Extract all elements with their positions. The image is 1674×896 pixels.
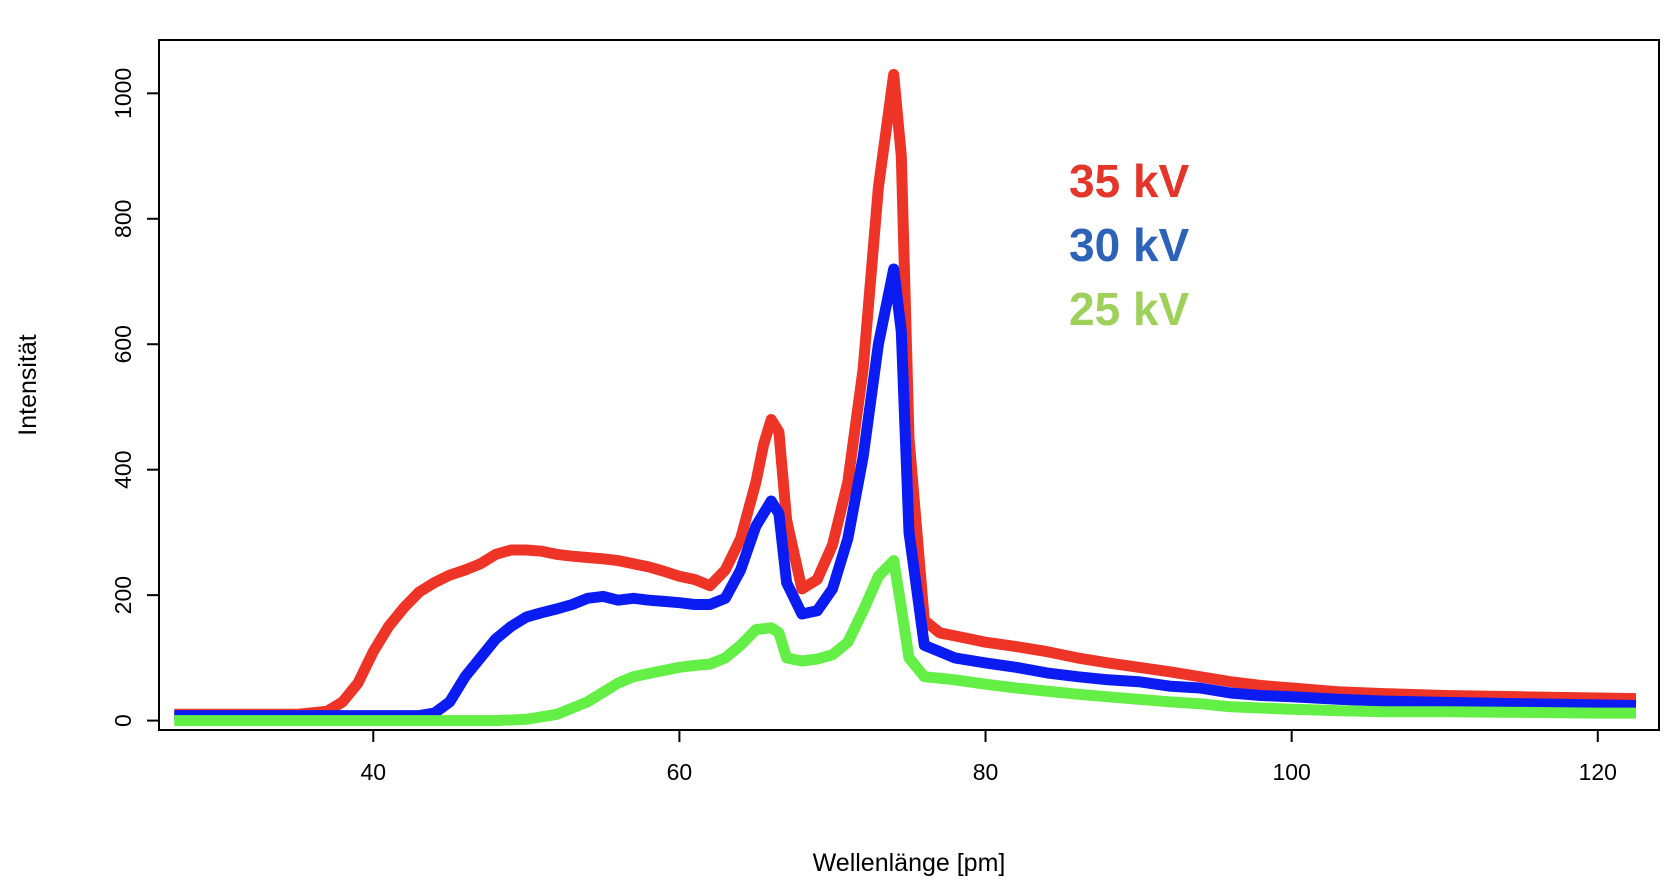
legend-label-30kv: 30 kV xyxy=(1069,219,1190,271)
y-tick-label: 200 xyxy=(110,576,136,614)
y-tick-label: 0 xyxy=(110,714,136,727)
y-tick-label: 600 xyxy=(110,325,136,363)
legend-label-25kv: 25 kV xyxy=(1069,283,1190,335)
y-axis: 0 200 400 600 800 1000 xyxy=(110,68,160,727)
series-lines xyxy=(174,69,1637,727)
x-tick-label: 60 xyxy=(667,759,693,785)
x-axis: 40 60 80 100 120 xyxy=(360,729,1617,785)
y-tick-label: 400 xyxy=(110,450,136,488)
x-tick-label: 100 xyxy=(1272,759,1310,785)
x-tick-label: 40 xyxy=(360,759,386,785)
y-axis-title: Intensität xyxy=(14,334,42,436)
y-tick-label: 1000 xyxy=(110,68,136,119)
y-tick-label: 800 xyxy=(110,200,136,238)
legend-label-35kv: 35 kV xyxy=(1069,155,1190,207)
x-tick-label: 120 xyxy=(1579,759,1617,785)
series-line-30kv xyxy=(174,263,1637,722)
series-line-25kv xyxy=(174,555,1636,727)
x-axis-title: Wellenlänge [pm] xyxy=(813,849,1006,877)
x-tick-label: 80 xyxy=(973,759,999,785)
series-line-35kv xyxy=(174,69,1637,720)
legend: 35 kV 30 kV 25 kV xyxy=(1069,155,1190,335)
